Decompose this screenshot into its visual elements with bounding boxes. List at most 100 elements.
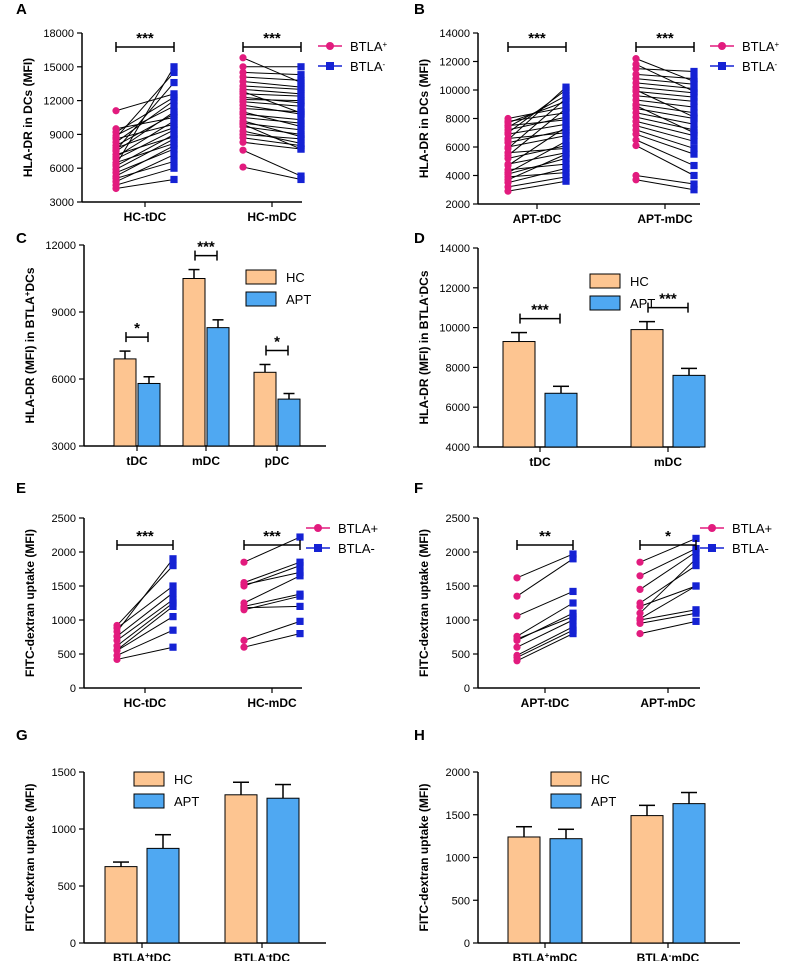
panel-g-x-tick-label-part: tDC (150, 951, 172, 961)
panel-d-significance-label: *** (659, 291, 677, 308)
panel-f-btla-pos-point (513, 612, 521, 620)
panel-f-significance-label: * (665, 528, 671, 545)
panel-a-btla-neg-point (170, 145, 178, 153)
panel-c-y-label-part: DCs (23, 267, 37, 291)
panel-b-btla-neg-point (690, 93, 698, 101)
panel-f-pair-line (516, 616, 574, 640)
panel-a-btla-neg-point (170, 102, 178, 110)
panel-g-legend-label: APT (174, 794, 199, 809)
panel-g-x-tick-label-part: BTLA (113, 951, 145, 961)
panel-b-legend-label-part: BTLA (742, 39, 775, 54)
panel-e-pair-line (116, 599, 174, 641)
panel-e-pair-line (116, 602, 174, 647)
panel-b-y-tick-label: 2000 (446, 199, 470, 211)
panel-h-legend-swatch (550, 771, 582, 787)
panel-d-y-label-part: HLA-DR (MFI) in BTLA (417, 297, 431, 425)
panel-b-btla-pos-point (632, 55, 640, 63)
panel-b-pair-line (507, 106, 567, 119)
panel-a-pair-line (115, 138, 175, 170)
panel-e-btla-neg-point (169, 596, 177, 604)
panel-a-btla-neg-point (297, 139, 305, 148)
panel-a-pair-line (242, 88, 302, 95)
panel-a-pair-line (242, 85, 302, 90)
panel-a-btla-neg-point (170, 63, 178, 71)
panel-e-btla-neg-point (169, 582, 177, 590)
panel-a-pair-line (242, 107, 302, 113)
panel-e-x-tick-label: HC-tDC (124, 696, 167, 710)
panel-d-y-label: HLA-DR (MFI) in BTLA-DCs (417, 270, 432, 424)
panel-a-pair-line (242, 71, 302, 76)
panel-a-x-tick-label: HC-tDC (124, 210, 167, 224)
panel-f-btla-neg-point (692, 555, 700, 563)
panel-d-y-label-part: DCs (417, 270, 431, 294)
panel-b-x-tick-label: APT-mDC (637, 212, 693, 226)
panel-h-y-tick-label: 2000 (446, 767, 470, 779)
panel-a-significance-label: *** (136, 30, 154, 47)
panel-h-y-tick-label: 1500 (446, 810, 470, 822)
panel-a-btla-neg-point (170, 133, 178, 141)
panel-b-pair-line (635, 112, 695, 125)
panel-f-legend-label: BTLA+ (732, 521, 772, 536)
panel-g-x-tick-label-part: - (266, 951, 269, 960)
panel-a-btla-pos-point (112, 107, 120, 115)
panel-b-legend-label: BTLA- (742, 59, 778, 74)
panel-h-bar-apt (672, 803, 706, 944)
panel-c-y-tick-label: 9000 (52, 307, 76, 319)
panel-e-pair-line (116, 565, 174, 626)
panel-b-btla-neg-point (690, 180, 698, 188)
panel-b-btla-pos-point (504, 169, 512, 177)
panel-d-bar-hc (502, 341, 536, 448)
panel-d-bar-apt (544, 392, 578, 448)
panel-d-legend-label: APT (630, 296, 655, 311)
panel-g-bar-hc (224, 794, 258, 944)
panel-f-btla-neg-point (692, 562, 700, 570)
panel-b-btla-neg-point (690, 87, 698, 96)
panel-f-y-tick-label: 1000 (446, 615, 470, 627)
panel-f-btla-neg-point (569, 613, 577, 621)
panel-b-btla-pos-point (632, 102, 640, 110)
panel-b-btla-neg-point (690, 186, 698, 194)
panel-a-btla-neg-point (170, 151, 178, 159)
panel-a-btla-neg-point (170, 175, 178, 184)
panel-f-pair-line (516, 590, 574, 617)
panel-f-pair-line (639, 585, 697, 607)
panel-d-x-tick-label: tDC (529, 455, 551, 469)
panel-b-btla-neg-point (562, 137, 570, 145)
panel-g-x-tick-label-part: + (145, 951, 150, 960)
panel-a-legend-label-part: + (383, 40, 388, 49)
panel-b-pair-line (507, 135, 567, 148)
panel-e-pair-line (243, 536, 301, 563)
panel-h-x-tick-label-part: BTLA (513, 951, 545, 961)
panel-b-pair-line (507, 147, 567, 154)
panel-b-pair-line (507, 152, 567, 165)
panel-a-legend-marker (326, 42, 334, 50)
panel-f-btla-neg-point (569, 587, 577, 596)
panel-f-legend-marker (708, 524, 716, 532)
panel-b-y-tick-label: 12000 (439, 57, 470, 69)
panel-b-btla-neg-point (562, 169, 570, 177)
panel-e-pair-line (116, 585, 174, 629)
panel-b-pair-line (507, 180, 567, 192)
panel-d-x-tick-label: mDC (654, 455, 682, 469)
panel-f-btla-pos-point (636, 615, 644, 623)
panel-a-btla-neg-point (297, 71, 305, 79)
panel-a-pair-line (242, 96, 302, 104)
panel-c-x-tick-label: mDC (192, 454, 220, 468)
panel-e-legend-marker (314, 544, 322, 552)
panel-b-pair-line (635, 82, 695, 90)
panel-f-btla-neg-point (692, 617, 700, 625)
panel-b-btla-neg-point (562, 94, 570, 103)
panel-b-btla-neg-point (562, 104, 570, 113)
panel-d-y-tick-label: 6000 (446, 402, 470, 414)
panel-b-legend-label-part: + (775, 40, 780, 49)
panel-f-y-tick-label: 2500 (446, 513, 470, 525)
panel-c-bar-apt (137, 382, 161, 447)
panel-a-btla-pos-point (112, 146, 120, 154)
panel-f-btla-pos-point (636, 572, 644, 580)
panel-d-y-tick-label: 10000 (439, 323, 470, 335)
panel-b-legend-marker (718, 62, 726, 70)
panel-b-btla-pos-point (632, 171, 640, 180)
panel-b-pair-line (507, 126, 567, 166)
panel-a-pair-line (242, 130, 302, 144)
panel-e-pair-line (243, 561, 301, 584)
